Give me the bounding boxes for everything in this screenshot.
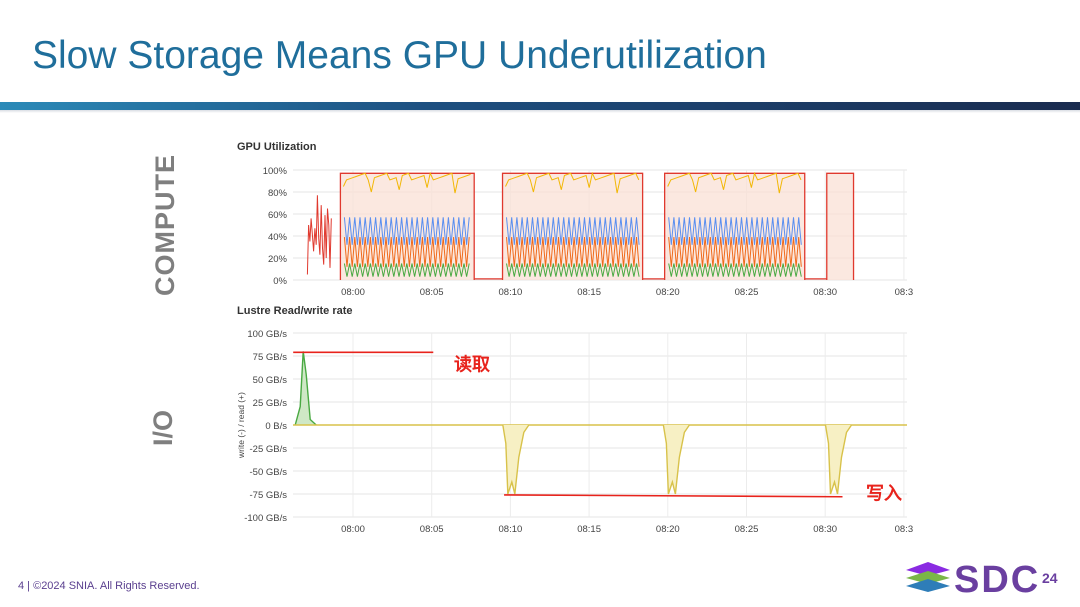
gpu-busy-outline <box>664 172 806 280</box>
gpu-series-yellow <box>342 171 471 194</box>
sdc-logo-text: SDC <box>954 559 1040 598</box>
gpu-y-tick-label: 40% <box>268 232 288 243</box>
gpu-x-tick-label: 08:15 <box>577 287 601 298</box>
gpu-series-green <box>668 263 802 277</box>
gpu-series-green <box>343 263 470 277</box>
slide-title: Slow Storage Means GPU Underutilization <box>32 34 767 77</box>
gpu-x-tick-label: 08:20 <box>656 287 680 298</box>
gpu-busy-period <box>826 172 855 280</box>
gpu-utilization-chart: GPU Utilization 100% 80% 60% 40% 20% 0% 08:00 08… <box>237 141 914 298</box>
gpu-y-tick-label: 0% <box>273 276 287 287</box>
gpu-series-yellow <box>667 171 802 194</box>
io-y-axis-label: write (-) / read (+) <box>236 392 246 459</box>
gpu-series-green <box>506 263 640 277</box>
gpu-rampup-series <box>306 195 332 275</box>
gpu-busy-fill <box>826 173 854 280</box>
gpu-x-tick-label: 08:25 <box>735 287 759 298</box>
gpu-series-blue <box>343 217 470 245</box>
io-x-tick-label: 08:30 <box>813 524 837 535</box>
io-y-tick-label: -50 GB/s <box>250 467 288 478</box>
io-x-tick-label: 08:3 <box>895 524 914 535</box>
io-x-tick-label: 08:10 <box>499 524 523 535</box>
io-y-tick-label: 25 GB/s <box>253 398 288 409</box>
gpu-series-orange <box>506 237 640 267</box>
gpu-x-tick-label: 08:30 <box>813 287 837 298</box>
gpu-x-tick-label: 08:10 <box>499 287 523 298</box>
read-annotation: 读取 <box>454 354 491 375</box>
io-chart-title: Lustre Read/write rate <box>237 305 353 317</box>
io-y-tick-label: -75 GB/s <box>250 490 288 501</box>
write-annotation: 写入 <box>866 484 902 504</box>
sdc-logo-year: 24 <box>1042 570 1058 586</box>
gpu-y-tick-label: 60% <box>268 210 288 221</box>
write-rate-marker-line <box>504 494 843 498</box>
gpu-busy-fill <box>502 173 643 280</box>
io-x-tick-label: 08:05 <box>420 524 444 535</box>
io-x-tick-label: 08:15 <box>577 524 601 535</box>
gpu-y-tick-label: 20% <box>268 254 288 265</box>
gpu-series-blue <box>506 217 640 245</box>
io-y-tick-label: 50 GB/s <box>253 375 288 386</box>
gpu-y-tick-label: 100% <box>263 166 288 177</box>
sdc-logo: SDC 24 <box>906 559 1058 598</box>
gpu-busy-outline <box>501 172 644 280</box>
gpu-x-tick-label: 08:05 <box>420 287 444 298</box>
io-write-line <box>502 424 530 495</box>
io-y-tick-label: -100 GB/s <box>244 513 287 524</box>
gpu-chart-title: GPU Utilization <box>237 141 317 153</box>
io-y-tick-label: 100 GB/s <box>247 329 287 340</box>
gpu-series-blue <box>668 217 802 245</box>
gpu-series-yellow <box>505 171 640 194</box>
io-y-tick-label: 75 GB/s <box>253 352 288 363</box>
io-x-tick-label: 08:00 <box>341 524 365 535</box>
gpu-x-tick-label: 08:00 <box>341 287 365 298</box>
io-y-tick-label: -25 GB/s <box>250 444 288 455</box>
gpu-busy-period <box>501 171 644 280</box>
sdc-logo-layers-icon <box>906 562 950 592</box>
gpu-series-orange <box>343 237 470 267</box>
io-write-area <box>502 425 529 494</box>
io-x-tick-label: 08:20 <box>656 524 680 535</box>
lustre-rate-chart: Lustre Read/write rate write (-) / read (… <box>236 305 914 535</box>
io-write-line <box>824 424 853 495</box>
gpu-busy-period <box>339 171 475 280</box>
title-divider <box>0 102 1080 110</box>
io-read-line <box>294 351 317 426</box>
gpu-busy-outline <box>826 172 855 280</box>
io-write-area <box>825 425 852 494</box>
copyright-footer: 4 | ©2024 SNIA. All Rights Reserved. <box>18 580 200 592</box>
io-y-tick-label: 0 B/s <box>265 421 287 432</box>
gpu-series-orange <box>668 237 802 267</box>
io-write-line <box>662 424 690 495</box>
gpu-y-tick-label: 80% <box>268 188 288 199</box>
io-x-tick-label: 08:25 <box>735 524 759 535</box>
gpu-busy-period <box>664 171 806 280</box>
io-write-area <box>663 425 690 494</box>
gpu-x-tick-label: 08:3 <box>895 287 914 298</box>
title-divider-shadow <box>0 110 1080 113</box>
